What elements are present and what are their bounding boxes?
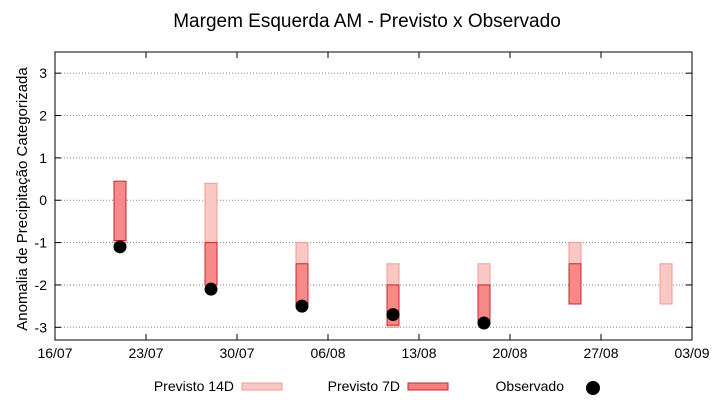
y-tick-label: -2 — [35, 277, 48, 293]
previsto-7d-bar — [204, 242, 218, 286]
previsto-7d-bar — [568, 263, 582, 305]
grid-lines — [55, 72, 692, 328]
y-tick-label: 0 — [39, 192, 47, 208]
x-tick-label: 13/08 — [401, 345, 436, 361]
y-tick-label: 1 — [39, 150, 47, 166]
chart-title: Margem Esquerda AM - Previsto x Observad… — [173, 11, 561, 32]
y-tick-label: 2 — [39, 108, 47, 124]
y-tick-label: -3 — [35, 319, 48, 335]
observado-point — [477, 316, 491, 330]
observado-point — [204, 282, 218, 296]
previsto-7d-series — [113, 180, 582, 326]
observado-point — [386, 308, 400, 322]
legend-swatch-previsto-7d — [407, 382, 449, 391]
legend-swatch-previsto-14d — [241, 382, 283, 391]
x-tick-label: 20/08 — [492, 345, 527, 361]
previsto-7d-bar — [113, 180, 127, 241]
previsto-14d-bar — [659, 263, 673, 305]
observado-point — [295, 299, 309, 313]
y-axis-label: Anomalia de Precipitação Categorizada — [14, 67, 31, 331]
plot-area-frame — [54, 51, 693, 341]
legend: Previsto 14D Previsto 7D Observado — [154, 378, 600, 395]
legend-marker-observado — [586, 381, 600, 395]
x-tick-label: 03/09 — [674, 345, 709, 361]
previsto-7d-bar — [477, 284, 491, 322]
x-tick-label: 06/08 — [310, 345, 345, 361]
x-tick-label: 27/08 — [583, 345, 618, 361]
legend-label-previsto-7d: Previsto 7D — [328, 378, 400, 394]
legend-label-previsto-14d: Previsto 14D — [154, 378, 234, 394]
observado-series — [113, 240, 491, 330]
legend-label-observado: Observado — [496, 378, 565, 394]
previsto-7d-bar — [295, 263, 309, 305]
x-tick-label: 23/07 — [128, 345, 163, 361]
x-tick-label: 16/07 — [37, 345, 72, 361]
axes: 3 2 1 0 -1 -2 -3 16/07 23/07 30/07 06/08 13/08 20/08… — [35, 52, 710, 361]
observado-point — [113, 240, 127, 254]
y-tick-label: -1 — [35, 235, 48, 251]
y-tick-label: 3 — [39, 65, 47, 81]
x-tick-label: 30/07 — [219, 345, 254, 361]
